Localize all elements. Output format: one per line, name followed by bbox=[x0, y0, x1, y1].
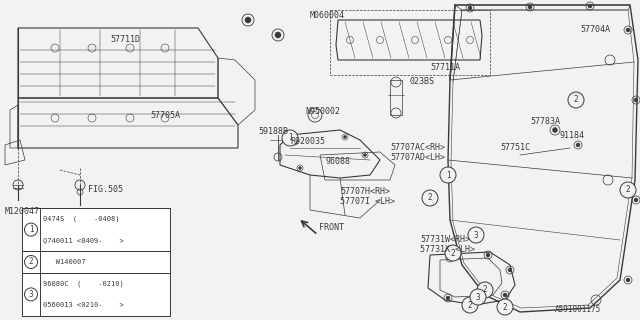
Circle shape bbox=[275, 32, 281, 38]
Text: 57751C: 57751C bbox=[500, 143, 530, 153]
Bar bbox=[22, 208, 170, 316]
Text: 57731X <LH>: 57731X <LH> bbox=[420, 245, 475, 254]
Bar bbox=[22, 208, 170, 316]
Text: 2: 2 bbox=[626, 186, 630, 195]
Circle shape bbox=[503, 293, 507, 297]
Circle shape bbox=[528, 5, 532, 9]
Text: 91184: 91184 bbox=[560, 132, 585, 140]
Text: 57783A: 57783A bbox=[530, 117, 560, 126]
Text: M120047: M120047 bbox=[5, 207, 40, 217]
Text: 2: 2 bbox=[29, 258, 33, 267]
Text: 3: 3 bbox=[476, 292, 480, 301]
Circle shape bbox=[364, 154, 367, 156]
Circle shape bbox=[634, 98, 638, 102]
Text: 1: 1 bbox=[445, 171, 451, 180]
Circle shape bbox=[634, 198, 638, 202]
Circle shape bbox=[508, 268, 512, 272]
Text: 1: 1 bbox=[288, 133, 292, 142]
Text: 57705A: 57705A bbox=[150, 110, 180, 119]
Circle shape bbox=[298, 166, 301, 170]
Text: N950002: N950002 bbox=[305, 108, 340, 116]
Text: 1: 1 bbox=[29, 225, 33, 234]
Text: 59188B: 59188B bbox=[258, 127, 288, 137]
Text: 0560013 <0210-    >: 0560013 <0210- > bbox=[43, 302, 124, 308]
Circle shape bbox=[497, 299, 513, 315]
Circle shape bbox=[344, 135, 346, 139]
Circle shape bbox=[422, 190, 438, 206]
Text: 57707AD<LH>: 57707AD<LH> bbox=[390, 154, 445, 163]
Text: 2: 2 bbox=[428, 194, 432, 203]
Circle shape bbox=[445, 245, 461, 261]
Text: M060004: M060004 bbox=[310, 11, 345, 20]
Circle shape bbox=[440, 167, 456, 183]
Text: 2: 2 bbox=[573, 95, 579, 105]
Circle shape bbox=[486, 253, 490, 257]
Text: 3: 3 bbox=[474, 230, 478, 239]
Circle shape bbox=[282, 130, 298, 146]
Text: Q740011 <0409-    >: Q740011 <0409- > bbox=[43, 237, 124, 244]
Circle shape bbox=[468, 227, 484, 243]
Circle shape bbox=[588, 4, 592, 8]
Text: R920035: R920035 bbox=[290, 138, 325, 147]
Text: 2: 2 bbox=[483, 285, 487, 294]
Text: W140007: W140007 bbox=[43, 259, 86, 265]
Text: 57707I <LH>: 57707I <LH> bbox=[340, 197, 395, 206]
Circle shape bbox=[245, 17, 251, 23]
Circle shape bbox=[470, 289, 486, 305]
Text: FIG.505: FIG.505 bbox=[88, 186, 123, 195]
Circle shape bbox=[24, 288, 38, 301]
Text: 2: 2 bbox=[468, 300, 472, 309]
Text: 2: 2 bbox=[502, 302, 508, 311]
Circle shape bbox=[626, 28, 630, 32]
Circle shape bbox=[468, 6, 472, 10]
Text: 57711D: 57711D bbox=[110, 36, 140, 44]
Text: 0474S  (    -0408): 0474S ( -0408) bbox=[43, 216, 120, 222]
Text: 96080C  (    -0210): 96080C ( -0210) bbox=[43, 280, 124, 287]
Text: 57711A: 57711A bbox=[430, 63, 460, 73]
Circle shape bbox=[24, 223, 38, 236]
Circle shape bbox=[568, 92, 584, 108]
Text: 3: 3 bbox=[29, 290, 33, 299]
Circle shape bbox=[448, 256, 452, 260]
Circle shape bbox=[626, 278, 630, 282]
Text: 57731W<RH>: 57731W<RH> bbox=[420, 236, 470, 244]
Circle shape bbox=[576, 143, 580, 147]
Circle shape bbox=[477, 282, 493, 298]
Circle shape bbox=[294, 140, 296, 143]
Circle shape bbox=[620, 182, 636, 198]
Circle shape bbox=[552, 127, 557, 132]
Circle shape bbox=[24, 255, 38, 268]
Text: 57704A: 57704A bbox=[580, 26, 610, 35]
Text: 57707H<RH>: 57707H<RH> bbox=[340, 188, 390, 196]
Text: 57707AC<RH>: 57707AC<RH> bbox=[390, 143, 445, 153]
Text: A591001175: A591001175 bbox=[555, 306, 601, 315]
Circle shape bbox=[462, 297, 478, 313]
Text: FRONT: FRONT bbox=[319, 223, 344, 233]
Text: 023BS: 023BS bbox=[410, 77, 435, 86]
Circle shape bbox=[446, 296, 450, 300]
Text: 96088: 96088 bbox=[325, 157, 350, 166]
Text: 2: 2 bbox=[451, 249, 455, 258]
